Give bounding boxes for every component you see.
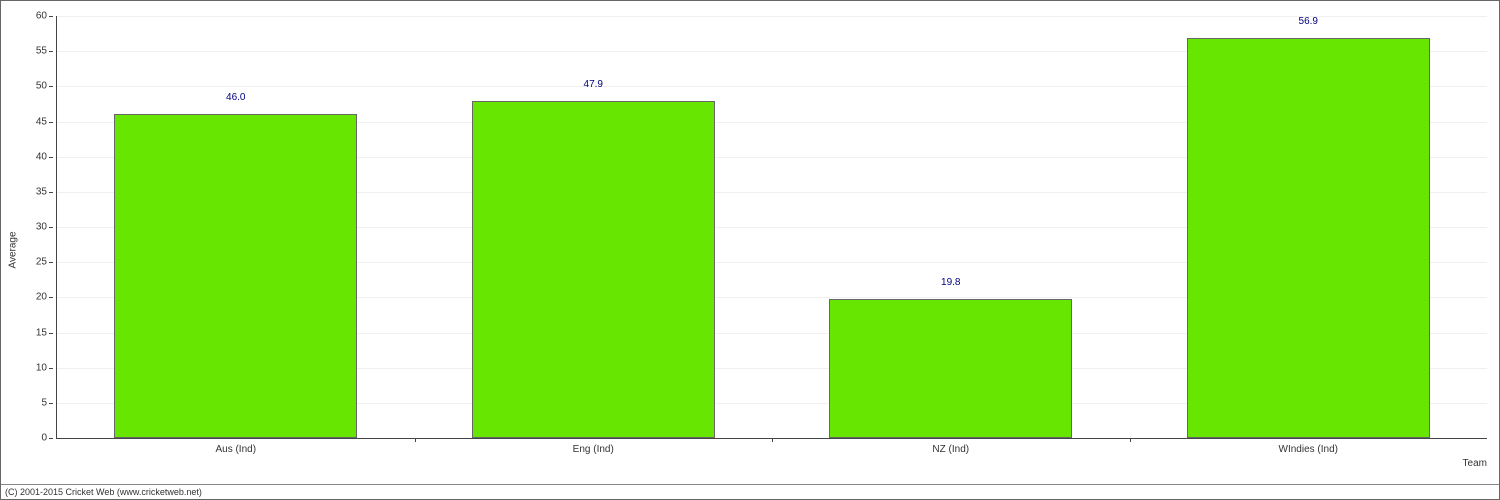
y-tick (49, 227, 53, 228)
x-axis-title: Team (1463, 458, 1487, 469)
bar-value-label: 56.9 (1299, 16, 1318, 27)
bar-value-label: 46.0 (226, 92, 245, 103)
y-tick (49, 157, 53, 158)
y-tick-label: 25 (36, 257, 47, 268)
y-tick (49, 333, 53, 334)
gridline (57, 16, 1487, 17)
y-tick-label: 30 (36, 222, 47, 233)
y-tick (49, 438, 53, 439)
y-tick (49, 297, 53, 298)
x-tick (1130, 438, 1131, 442)
bar (1187, 38, 1430, 438)
bar (829, 299, 1072, 438)
y-tick-label: 60 (36, 11, 47, 22)
x-tick-label: NZ (Ind) (932, 444, 969, 455)
y-tick-label: 10 (36, 362, 47, 373)
y-tick-label: 20 (36, 292, 47, 303)
y-tick-label: 40 (36, 151, 47, 162)
copyright-text: (C) 2001-2015 Cricket Web (www.cricketwe… (5, 487, 202, 497)
y-tick (49, 86, 53, 87)
y-tick-label: 50 (36, 81, 47, 92)
copyright-divider (1, 484, 1499, 485)
x-tick (772, 438, 773, 442)
chart-container: Average 05101520253035404550556046.0Aus … (0, 0, 1500, 500)
x-tick-label: Aus (Ind) (215, 444, 256, 455)
y-tick-label: 35 (36, 186, 47, 197)
y-tick (49, 16, 53, 17)
plot-area: 05101520253035404550556046.0Aus (Ind)47.… (56, 16, 1487, 439)
bar-value-label: 47.9 (584, 79, 603, 90)
y-tick-label: 55 (36, 46, 47, 57)
y-tick (49, 368, 53, 369)
y-tick-label: 5 (41, 397, 47, 408)
bar (472, 101, 715, 438)
y-tick-label: 0 (41, 433, 47, 444)
y-tick (49, 122, 53, 123)
y-tick (49, 262, 53, 263)
x-tick (415, 438, 416, 442)
y-tick (49, 192, 53, 193)
bar (114, 114, 357, 438)
bar-value-label: 19.8 (941, 277, 960, 288)
x-tick-label: Eng (Ind) (573, 444, 614, 455)
y-tick-label: 15 (36, 327, 47, 338)
y-axis-title: Average (8, 231, 19, 268)
y-tick (49, 403, 53, 404)
y-tick (49, 51, 53, 52)
y-tick-label: 45 (36, 116, 47, 127)
x-tick-label: WIndies (Ind) (1279, 444, 1338, 455)
